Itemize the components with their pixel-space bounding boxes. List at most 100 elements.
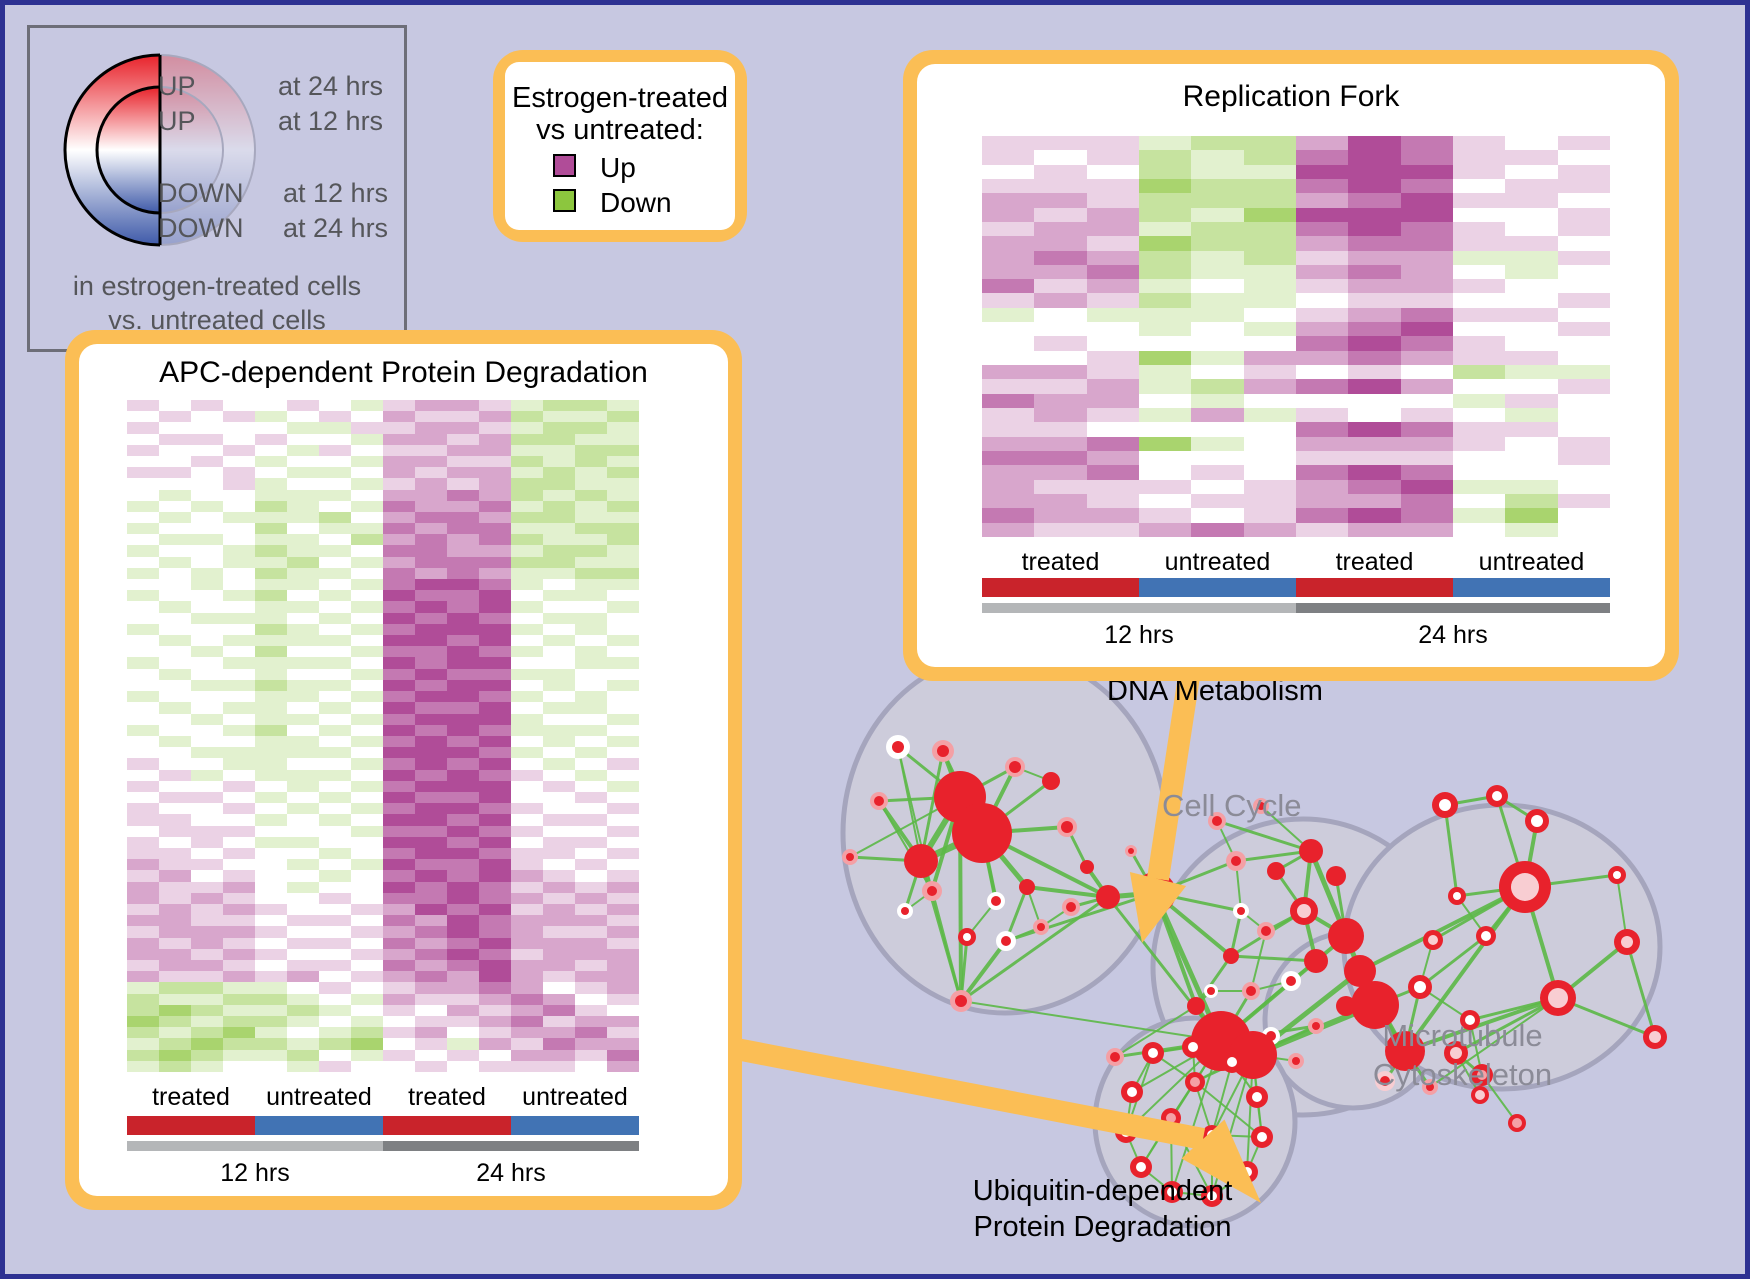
heatmap-cell: [287, 579, 319, 591]
heatmap-cell: [287, 567, 319, 580]
heatmap-cell: [575, 780, 607, 792]
network-node-core: [1237, 907, 1245, 915]
apc-group-untreated-24: untreated: [522, 1083, 628, 1111]
heatmap-cell: [191, 679, 223, 692]
heatmap-cell: [479, 803, 511, 815]
heatmap-cell: [287, 993, 319, 1005]
heatmap-cell: [1505, 494, 1558, 509]
heatmap-cell: [607, 937, 639, 949]
heatmap-cell: [543, 847, 575, 860]
heatmap-cell: [982, 494, 1035, 509]
heatmap-cell: [383, 500, 415, 512]
network-node-core: [963, 933, 971, 941]
heatmap-cell: [1452, 150, 1506, 165]
heatmap-cell: [287, 915, 319, 927]
heatmap-cell: [159, 847, 191, 860]
heatmap-cell: [575, 881, 607, 893]
heatmap-cell: [319, 1049, 351, 1061]
heatmap-cell: [607, 635, 639, 647]
heatmap-cell: [287, 724, 319, 736]
heatmap-cell: [383, 825, 415, 837]
network-node-core: [955, 995, 967, 1007]
heatmap-cell: [511, 668, 543, 680]
heatmap-cell: [447, 1060, 479, 1072]
heatmap-cell: [982, 408, 1035, 423]
heatmap-cell: [319, 859, 351, 871]
ring-legend-box: UP at 24 hrs UP at 12 hrs DOWN at 12 hrs…: [27, 25, 407, 352]
heatmap-cell: [191, 646, 223, 658]
heatmap-cell: [1138, 250, 1192, 265]
heatmap-cell: [383, 455, 415, 468]
heatmap-cell: [543, 567, 575, 580]
heatmap-cell: [511, 836, 543, 848]
heatmap-cell: [159, 444, 191, 456]
heatmap-cell: [575, 511, 607, 524]
heatmap-cell: [575, 534, 607, 546]
heatmap-cell: [479, 467, 511, 479]
heatmap-cell: [1557, 164, 1610, 179]
heatmap-cell: [447, 579, 479, 591]
network-node-core: [874, 796, 884, 806]
replication-fork-panel: Replication Fork treated untreated treat…: [903, 50, 1679, 681]
heatmap-cell: [255, 892, 287, 904]
network-node-core: [1110, 1052, 1120, 1062]
heatmap-cell: [511, 982, 543, 994]
heatmap-cell: [1400, 207, 1453, 222]
heatmap-cell: [287, 747, 319, 759]
heatmap-cell: [607, 612, 639, 624]
heatmap-cell: [383, 735, 415, 748]
heatmap-cell: [1295, 494, 1349, 509]
heatmap-cell: [1348, 279, 1401, 294]
heatmap-cell: [223, 758, 255, 770]
heatmap-cell: [447, 511, 479, 524]
heatmap-cell: [127, 847, 159, 860]
heatmap-cell: [607, 847, 639, 860]
heatmap-cell: [223, 724, 255, 736]
network-edge: [1429, 997, 1559, 1088]
heatmap-cell: [543, 691, 575, 703]
heatmap-cell: [1138, 236, 1192, 251]
heatmap-cell: [511, 489, 543, 501]
heatmap-cell: [255, 523, 287, 535]
heatmap-cell: [351, 668, 383, 680]
heatmap-cell: [255, 713, 287, 725]
heatmap-cell: [1243, 164, 1296, 179]
heatmap-cell: [223, 467, 255, 479]
heatmap-cell: [1400, 379, 1453, 394]
heatmap-cell: [1295, 393, 1349, 409]
heatmap-cell: [447, 590, 479, 602]
heatmap-cell: [159, 724, 191, 736]
heatmap-cell: [447, 601, 479, 613]
heatmap-cell: [447, 411, 479, 423]
heatmap-cell: [575, 590, 607, 602]
heatmap-cell: [319, 411, 351, 423]
heatmap-cell: [1138, 379, 1192, 394]
heatmap-cell: [127, 590, 159, 602]
heatmap-cell: [1452, 379, 1506, 394]
heatmap-cell: [319, 433, 351, 445]
heatmap-cell: [543, 679, 575, 692]
heatmap-cell: [447, 814, 479, 826]
heatmap-cell: [543, 747, 575, 759]
heatmap-cell: [1400, 465, 1453, 480]
heatmap-cell: [383, 400, 415, 412]
network-node-core: [1207, 987, 1215, 995]
network-edge: [1215, 819, 1313, 853]
heatmap-cell: [383, 892, 415, 904]
heatmap-cell: [1243, 207, 1296, 222]
heatmap-cell: [255, 657, 287, 669]
network-node-core: [1450, 1047, 1462, 1059]
heatmap-cell: [415, 623, 447, 636]
heatmap-cell: [1191, 379, 1244, 394]
heatmap-cell: [255, 803, 287, 815]
heatmap-cell: [1505, 336, 1558, 351]
heatmap-cell: [255, 500, 287, 512]
heatmap-cell: [543, 1049, 575, 1061]
heatmap-cell: [575, 657, 607, 669]
heatmap-cell: [1138, 164, 1192, 179]
heatmap-cell: [1138, 350, 1192, 366]
heatmap-cell: [191, 668, 223, 680]
heatmap-cell: [351, 523, 383, 535]
heatmap-cell: [383, 590, 415, 602]
